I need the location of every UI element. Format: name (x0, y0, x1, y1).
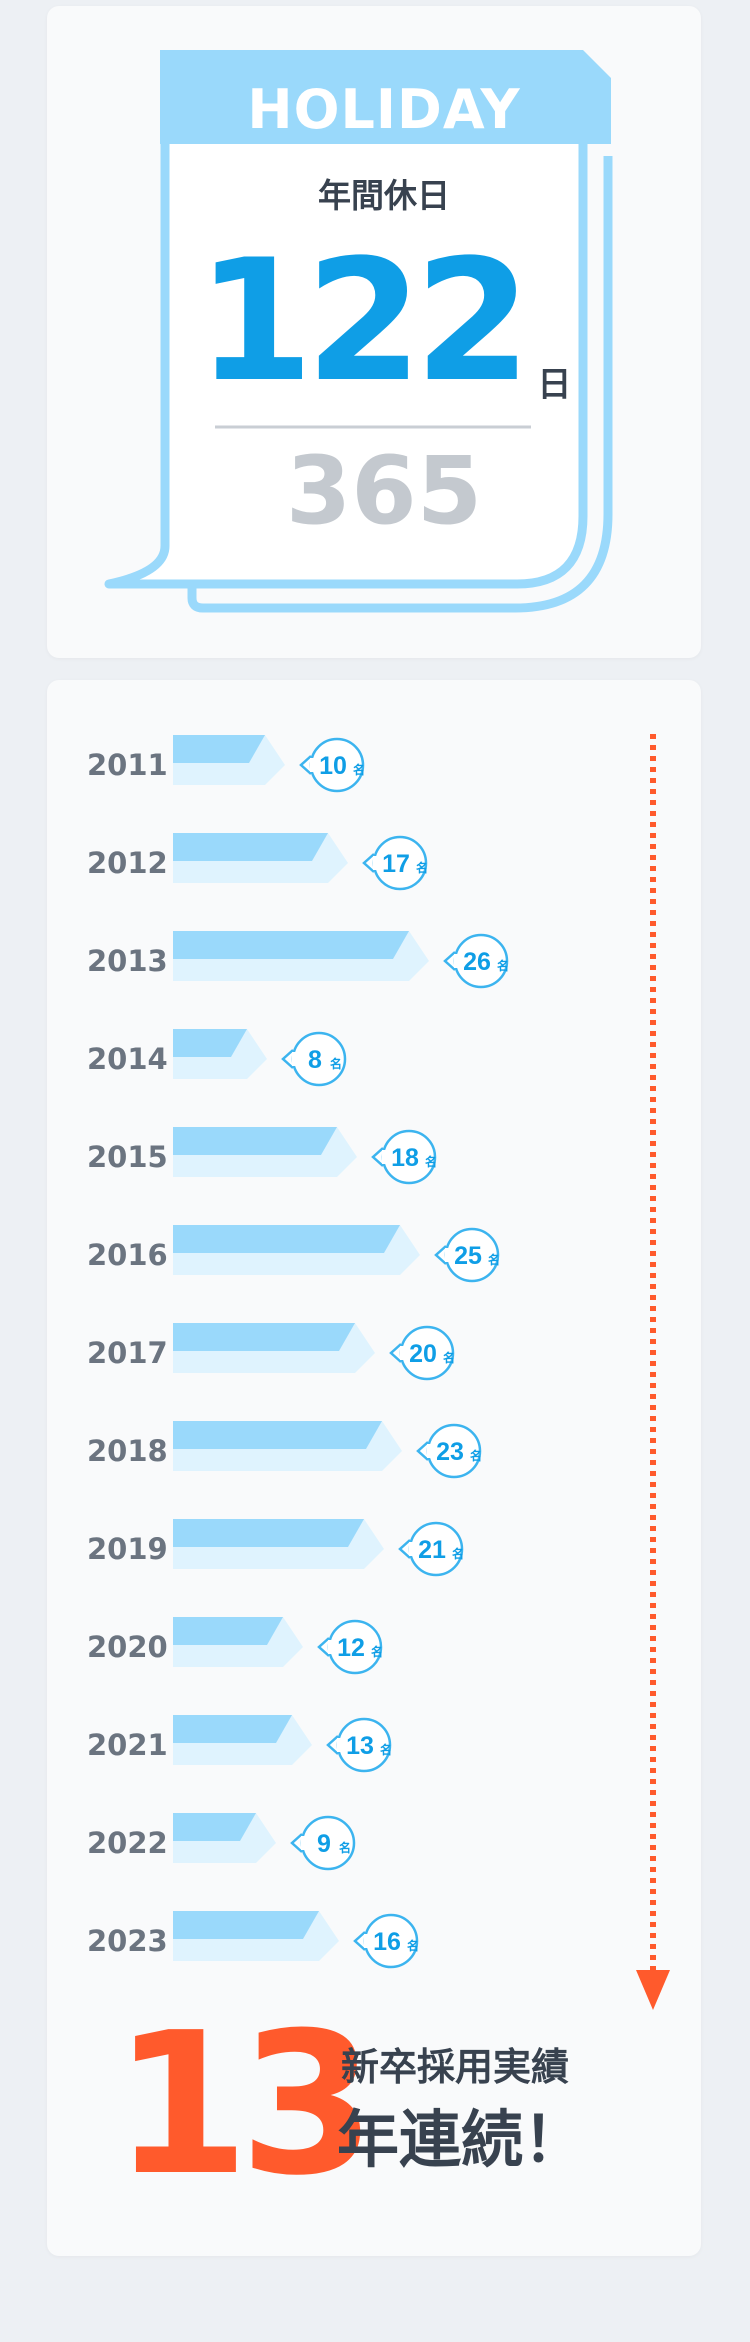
bubble-pointer (326, 1735, 339, 1755)
annual-holidays-label: 年間休日 (318, 176, 450, 215)
bar (173, 1519, 364, 1547)
value-unit: 名 (330, 1056, 342, 1071)
chart-row-2011: 2011 10 名 (87, 735, 365, 793)
holiday-days-unit: 日 (537, 365, 572, 405)
streak-caption-bottom: 年連続！ (337, 2103, 586, 2176)
new-graduate-hires-card: 2011 10 名 2012 17 名 2013 26 名 2014 8 名 2015 18 名 2016 25… (47, 680, 701, 2256)
bar (173, 1715, 292, 1743)
bubble-pointer (389, 1343, 402, 1363)
bubble-pointer (443, 951, 456, 971)
chart-row-2019: 2019 21 名 (87, 1519, 464, 1577)
bubble-pointer (371, 1147, 384, 1167)
year-label: 2012 (87, 846, 168, 880)
value-unit: 名 (470, 1448, 482, 1463)
hiring-streak: 13 新卒採用実績 年連続！ (47, 1990, 701, 2220)
bar (173, 1421, 382, 1449)
value-unit: 名 (443, 1350, 455, 1365)
value-label: 9 (317, 1830, 331, 1858)
value-unit: 名 (353, 762, 365, 777)
value-unit: 名 (407, 1938, 419, 1953)
year-label: 2015 (87, 1140, 168, 1174)
chart-row-2015: 2015 18 名 (87, 1127, 437, 1185)
bubble-pointer (398, 1539, 411, 1559)
bubble-pointer (299, 755, 312, 775)
bubble-pointer (317, 1637, 330, 1657)
year-label: 2020 (87, 1630, 168, 1664)
value-label: 26 (463, 948, 491, 976)
chart-row-2012: 2012 17 名 (87, 833, 428, 891)
year-label: 2016 (87, 1238, 168, 1272)
value-label: 25 (454, 1242, 482, 1270)
holiday-card: HOLIDAY 年間休日 122 日 365 (47, 6, 701, 658)
chart-row-2023: 2023 16 名 (87, 1911, 419, 1969)
bar (173, 1029, 247, 1057)
value-unit: 名 (371, 1644, 383, 1659)
bar (173, 1225, 400, 1253)
year-label: 2022 (87, 1826, 168, 1860)
year-label: 2023 (87, 1924, 168, 1958)
value-label: 16 (373, 1928, 401, 1956)
bar (173, 1813, 256, 1841)
bar (173, 1323, 355, 1351)
annual-holidays-value: 122 日 (162, 226, 606, 416)
year-label: 2021 (87, 1728, 168, 1762)
bubble-pointer (281, 1049, 294, 1069)
year-label: 2017 (87, 1336, 168, 1370)
streak-years-number: 13 (113, 1991, 376, 2219)
bubble-pointer (290, 1833, 303, 1853)
bar (173, 833, 328, 861)
chart-row-2013: 2013 26 名 (87, 931, 509, 989)
bar (173, 931, 409, 959)
value-label: 23 (436, 1438, 464, 1466)
chart-row-2022: 2022 9 名 (87, 1813, 356, 1871)
value-unit: 名 (452, 1546, 464, 1561)
bar (173, 1617, 283, 1645)
year-label: 2014 (87, 1042, 168, 1076)
chart-row-2018: 2018 23 名 (87, 1421, 482, 1479)
bar (173, 1911, 319, 1939)
chart-row-2014: 2014 8 名 (87, 1029, 347, 1087)
bubble-pointer (353, 1931, 366, 1951)
bar (173, 735, 265, 763)
chart-row-2020: 2020 12 名 (87, 1617, 383, 1675)
year-label: 2013 (87, 944, 168, 978)
bar (173, 1127, 337, 1155)
year-label: 2018 (87, 1434, 168, 1468)
year-label: 2019 (87, 1532, 168, 1566)
value-label: 21 (418, 1536, 446, 1564)
value-unit: 名 (497, 958, 509, 973)
chart-row-2016: 2016 25 名 (87, 1225, 500, 1283)
bubble-pointer (416, 1441, 429, 1461)
year-label: 2011 (87, 748, 168, 782)
value-label: 12 (337, 1634, 365, 1662)
arrow-down-icon (636, 1970, 670, 2010)
calendar-icon (104, 50, 613, 613)
bubble-pointer (434, 1245, 447, 1265)
value-unit: 名 (339, 1840, 351, 1855)
value-unit: 名 (425, 1154, 437, 1169)
chart-row-2017: 2017 20 名 (87, 1323, 455, 1381)
value-unit: 名 (416, 860, 428, 875)
calendar-header: HOLIDAY (247, 78, 521, 141)
value-label: 18 (391, 1144, 419, 1172)
chart-row-2021: 2021 13 名 (87, 1715, 392, 1773)
value-label: 17 (382, 850, 410, 878)
value-label: 13 (346, 1732, 374, 1760)
bubble-pointer (362, 853, 375, 873)
value-unit: 名 (488, 1252, 500, 1267)
value-label: 8 (308, 1046, 322, 1074)
days-in-year: 365 (285, 437, 483, 546)
value-label: 20 (409, 1340, 437, 1368)
holiday-days-number: 122 (196, 223, 532, 419)
value-unit: 名 (380, 1742, 392, 1757)
value-label: 10 (319, 752, 347, 780)
streak-caption-top: 新卒採用実績 (341, 2045, 570, 2089)
